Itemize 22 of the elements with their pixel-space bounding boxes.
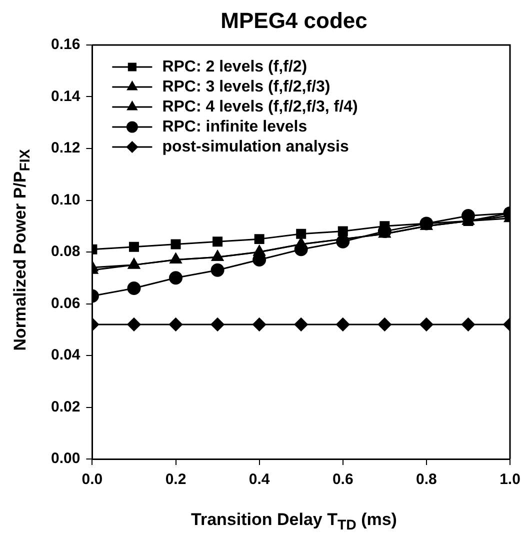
chart-title: MPEG4 codec	[220, 8, 368, 34]
x-tick-label: 1.0	[500, 471, 520, 488]
y-tick-label: 0.12	[50, 140, 80, 157]
x-tick-label: 0.2	[165, 471, 186, 488]
y-tick-label: 0.10	[50, 191, 80, 208]
x-tick-label: 0.4	[248, 471, 270, 488]
legend-label: RPC: 4 levels (f,f/2,f/3, f/4)	[162, 98, 358, 116]
y-tick-label: 0.06	[50, 294, 80, 312]
legend-label: RPC: infinite levels	[162, 118, 308, 136]
x-tick-label: 0.0	[82, 471, 103, 488]
x-tick-label: 0.8	[416, 471, 437, 488]
y-tick-label: 0.14	[50, 88, 81, 105]
legend-label: RPC: 3 levels (f,f/2,f/3)	[162, 78, 330, 96]
legend-label: RPC: 2 levels (f,f/2)	[162, 58, 308, 76]
y-tick-label: 0.00	[50, 450, 80, 468]
legend-label: post-simulation analysis	[162, 138, 350, 156]
y-tick-label: 0.02	[50, 398, 80, 416]
x-axis-title: Transition Delay T$_{TD}$ (ms)	[190, 510, 398, 534]
x-tick-label: 0.6	[332, 471, 354, 488]
y-tick-label: 0.04	[50, 346, 81, 364]
y-tick-label: 0.16	[50, 36, 80, 54]
y-tick-label: 0.08	[50, 243, 80, 260]
